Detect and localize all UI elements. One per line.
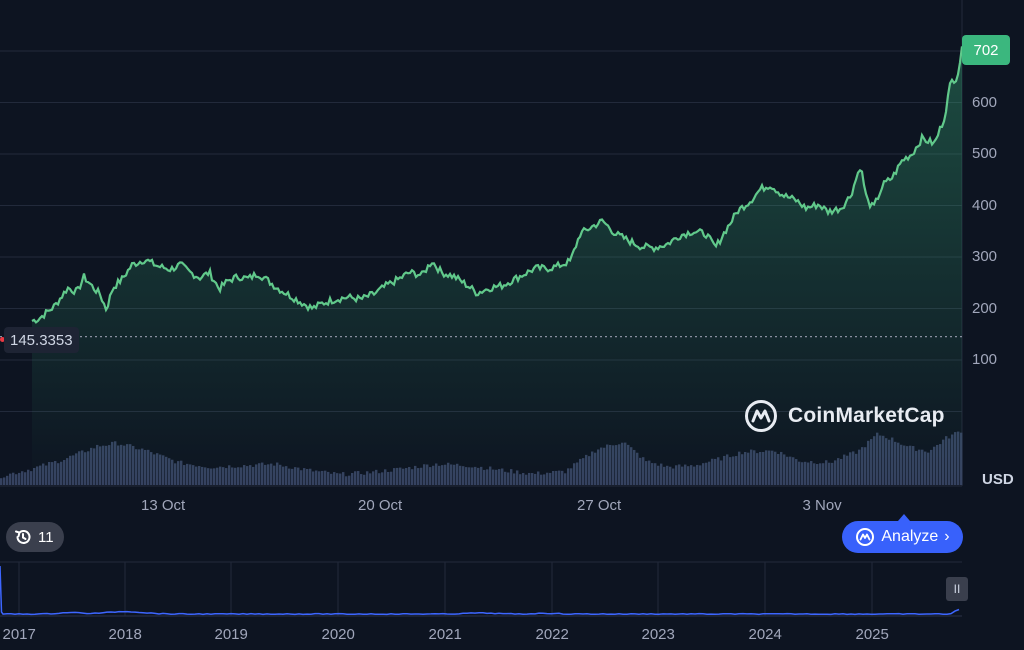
volume-bar (12, 472, 15, 485)
currency-label: USD (982, 471, 1014, 488)
history-icon (15, 530, 31, 544)
navigator-tick-label: 2017 (2, 626, 36, 643)
navigator-tick-label: 2018 (108, 626, 142, 643)
analyze-icon (856, 528, 875, 546)
price-line (31, 46, 964, 324)
navigator-line (0, 565, 960, 616)
navigator-tick-label: 2022 (535, 626, 569, 643)
volume-bar (30, 471, 33, 485)
y-tick-label: 300 (972, 248, 998, 265)
navigator-tick-label: 2020 (321, 626, 355, 643)
volume-bar (3, 477, 6, 485)
x-tick-label: 27 Oct (577, 497, 622, 514)
analyze-caret (898, 514, 910, 521)
last-price-badge: 702 (962, 35, 1010, 65)
volume-bar (18, 472, 21, 485)
y-tick-label: 100 (972, 351, 998, 368)
brand-watermark: CoinMarketCap (744, 399, 945, 433)
y-tick-label: 200 (972, 299, 998, 317)
y-tick-label: 500 (972, 145, 998, 162)
history-count: 11 (38, 528, 54, 546)
base-price-marker (0, 337, 5, 342)
coinmarketcap-logo-icon (745, 400, 777, 432)
navigator-tick-label: 2025 (855, 626, 889, 643)
volume-bar (27, 469, 30, 485)
navigator-tick-label: 2019 (214, 626, 248, 643)
x-tick-label: 3 Nov (802, 497, 842, 514)
volume-bar (0, 478, 3, 485)
analyze-button[interactable]: Analyze › (842, 521, 963, 553)
brand-name: CoinMarketCap (788, 404, 945, 427)
navigator-tick-label: 2021 (428, 626, 462, 643)
navigator-handle[interactable]: II (946, 577, 968, 601)
y-tick-label: 400 (972, 196, 998, 214)
volume-bar (15, 474, 18, 485)
y-tick-label: 600 (972, 93, 998, 111)
volume-bar (24, 472, 27, 485)
navigator-grid (0, 561, 962, 616)
base-price-badge: 145.3353 (4, 327, 79, 353)
x-tick-label: 13 Oct (141, 497, 186, 514)
chevron-right-icon: › (944, 528, 950, 545)
volume-bar (9, 473, 12, 485)
volume-bar (6, 475, 9, 485)
x-tick-label: 20 Oct (358, 497, 403, 514)
history-button[interactable]: 11 (6, 522, 64, 552)
analyze-label: Analyze (881, 528, 939, 545)
price-area (32, 46, 962, 487)
volume-bar (21, 471, 24, 485)
navigator-tick-label: 2023 (641, 626, 675, 643)
navigator-tick-label: 2024 (748, 626, 782, 643)
